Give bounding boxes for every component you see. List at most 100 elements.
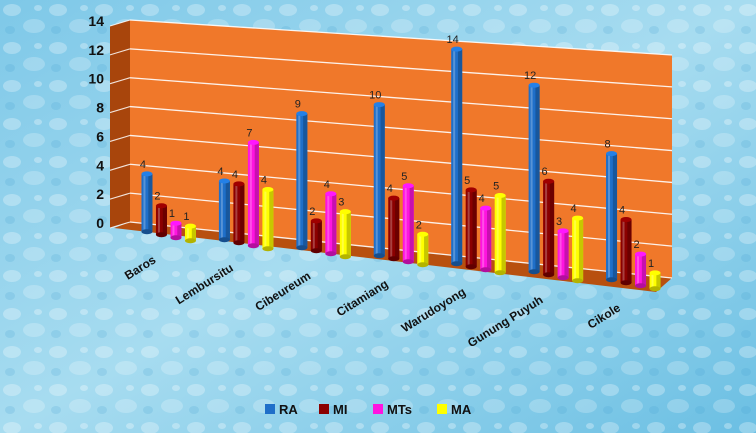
bar-highlight xyxy=(249,144,252,244)
bar-highlight xyxy=(220,182,223,238)
bar-body xyxy=(388,198,400,259)
data-label-mts: 7 xyxy=(246,127,252,139)
bars xyxy=(141,46,661,292)
bar-highlight xyxy=(559,232,562,276)
bar-highlight xyxy=(545,183,548,273)
bar-shade xyxy=(641,254,647,286)
y-tick-label: 10 xyxy=(88,71,104,87)
bar-top xyxy=(155,203,167,209)
bar-mts-cibeureum xyxy=(325,191,337,257)
bar-highlight xyxy=(419,236,422,263)
y-tick-label: 4 xyxy=(96,157,104,173)
bar-highlight xyxy=(157,207,160,233)
bar-bottom xyxy=(606,277,618,283)
legend-swatch xyxy=(265,404,275,414)
bar-bottom xyxy=(635,283,647,289)
bar-highlight xyxy=(186,228,189,239)
data-label-mts: 5 xyxy=(401,171,407,183)
bar-shade xyxy=(332,193,337,254)
bar-body xyxy=(339,211,351,257)
bar-highlight xyxy=(530,87,533,270)
legend-label: MI xyxy=(333,402,347,417)
legend-swatch xyxy=(373,404,383,414)
bar-top xyxy=(262,187,274,193)
bar-highlight xyxy=(651,274,654,287)
bar-body xyxy=(635,254,647,286)
bar-body xyxy=(480,208,492,270)
bar-shade xyxy=(346,211,351,257)
bar-mts-baros xyxy=(170,220,182,241)
gridline xyxy=(109,134,131,142)
bar-mts-citamiang xyxy=(402,183,414,265)
bar-ra-lembursitu xyxy=(218,178,230,243)
bar-body xyxy=(528,85,540,272)
bar-shade xyxy=(627,219,632,283)
bar-ma-gunung-puyuh xyxy=(572,215,584,284)
bar-top xyxy=(325,191,337,197)
data-label-mts: 1 xyxy=(169,208,175,220)
bar-shade xyxy=(612,153,618,280)
gridline xyxy=(129,77,673,120)
bar-shade xyxy=(148,173,153,232)
bar-body xyxy=(184,226,196,241)
data-label-mi: 4 xyxy=(619,205,625,217)
bar-bottom xyxy=(310,248,322,254)
bar-top xyxy=(480,205,492,211)
bar-shade xyxy=(380,104,385,256)
gridline xyxy=(109,106,131,114)
bar-body xyxy=(218,180,230,240)
bar-mts-warudoyong xyxy=(480,205,492,273)
bar-shade xyxy=(578,218,584,281)
bar-highlight xyxy=(327,195,330,252)
bar-highlight xyxy=(637,256,640,284)
bar-bottom xyxy=(184,238,196,244)
data-label-ma: 3 xyxy=(338,197,344,209)
data-label-ma: 2 xyxy=(416,219,422,231)
bar-ma-cikole xyxy=(649,270,661,292)
data-label-mi: 4 xyxy=(387,183,393,195)
bar-body xyxy=(325,193,337,254)
bar-ma-baros xyxy=(184,223,196,244)
bar-top xyxy=(543,178,555,184)
gridline xyxy=(109,192,131,200)
bar-highlight xyxy=(496,197,499,271)
bar-bottom xyxy=(325,251,337,257)
bar-ma-cibeureum xyxy=(339,209,351,260)
bar-top xyxy=(184,223,196,229)
bar-highlight xyxy=(298,115,301,246)
bar-ra-warudoyong xyxy=(451,46,463,267)
bar-ma-warudoyong xyxy=(494,192,506,276)
legend-item-mts: MTs xyxy=(373,402,412,417)
bar-top xyxy=(296,111,308,117)
bar-top xyxy=(620,217,632,223)
data-label-ra: 8 xyxy=(604,139,610,151)
data-label-mts: 4 xyxy=(324,179,330,191)
bar-bottom xyxy=(649,286,661,292)
bar-top xyxy=(465,187,477,193)
bar-highlight xyxy=(172,225,175,236)
gridline xyxy=(129,163,673,215)
bar-mi-baros xyxy=(155,203,167,238)
bar-body xyxy=(170,223,182,238)
bar-body xyxy=(155,205,167,235)
bar-body xyxy=(494,195,506,273)
bar-top xyxy=(557,228,569,234)
bar-top xyxy=(233,181,245,187)
data-label-mts: 2 xyxy=(633,239,639,251)
bar-top xyxy=(388,195,400,201)
bar-body xyxy=(247,142,259,246)
gridline xyxy=(129,134,673,184)
bar-top xyxy=(606,151,618,157)
data-label-mi: 4 xyxy=(232,169,238,181)
data-label-ra: 12 xyxy=(524,70,536,82)
bar-body xyxy=(296,113,308,248)
data-label-ma: 5 xyxy=(493,180,499,192)
legend-label: RA xyxy=(279,402,298,417)
legend-swatch xyxy=(319,404,329,414)
bar-shade xyxy=(535,85,540,272)
data-label-ra: 4 xyxy=(217,166,223,178)
gridline xyxy=(109,77,131,85)
bar-ma-lembursitu xyxy=(262,187,274,252)
bar-bottom xyxy=(451,261,463,267)
legend-item-mi: MI xyxy=(319,402,347,417)
